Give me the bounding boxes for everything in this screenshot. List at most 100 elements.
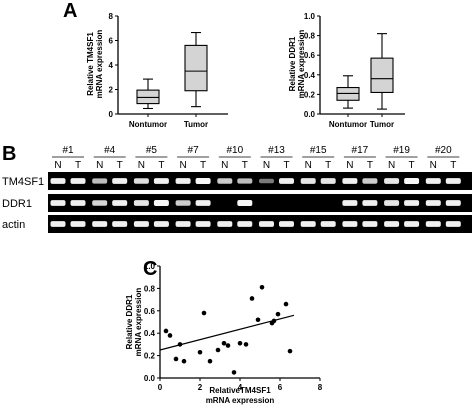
data-point <box>173 356 179 362</box>
y-tick-label: 6 <box>109 37 114 46</box>
data-point <box>207 358 213 364</box>
panel-label-b: B <box>2 143 17 165</box>
lane-label-n: N <box>430 160 437 171</box>
gel-row-label: TM4SF1 <box>2 176 44 188</box>
gel-band <box>175 178 191 184</box>
scatter-plot: 0.0 0.2 0.4 0.6 0.8 1.0 0 2 4 6 8 <box>144 262 323 392</box>
data-point <box>177 342 183 347</box>
data-point <box>271 318 277 324</box>
gel-band <box>320 221 336 227</box>
lane-label-t: T <box>450 160 456 171</box>
y-tick-label: 4 <box>109 61 114 70</box>
gel-band <box>425 178 441 184</box>
y-axis-label: Relative DDR1 mRNA expression <box>288 30 306 99</box>
box-iqr <box>370 57 394 93</box>
y-axis-label-line: mRNA expression <box>95 30 104 99</box>
data-point <box>225 343 231 348</box>
gel-band <box>300 221 316 227</box>
y-tick-label: 0.4 <box>304 71 316 80</box>
gel-row-label: DDR1 <box>2 198 32 210</box>
category-label: Nontumor <box>129 120 167 129</box>
gel-band <box>133 178 149 184</box>
gel-band <box>362 178 378 184</box>
data-point <box>181 358 187 364</box>
panel-label-c: C <box>143 258 158 280</box>
data-point <box>163 328 169 334</box>
gel-band <box>50 200 66 206</box>
x-tick-label: 0 <box>158 383 163 392</box>
y-tick-label: 0.2 <box>304 90 316 99</box>
lane-label-n: N <box>221 160 228 171</box>
lane-label-n: N <box>179 160 186 171</box>
lane-label-n: N <box>305 160 312 171</box>
gel-band <box>404 221 420 227</box>
lane-header: #19 <box>393 145 410 156</box>
x-tick-label: 6 <box>278 383 283 392</box>
x-tick-label: 2 <box>198 383 203 392</box>
gel-band <box>133 221 149 227</box>
gel-band <box>279 178 294 184</box>
y-tick-label: 2 <box>109 86 114 95</box>
lane-header: #5 <box>146 145 158 156</box>
lane-label-n: N <box>346 160 353 171</box>
gel-band <box>259 221 274 227</box>
gel-band <box>425 221 441 227</box>
y-tick-label: 0.6 <box>304 51 316 60</box>
data-point <box>283 301 289 307</box>
y-tick-label: 0 <box>109 110 114 119</box>
gel-band <box>362 221 378 227</box>
gel-band <box>237 221 253 227</box>
gel-band <box>112 200 128 206</box>
lane-header: #10 <box>226 145 243 156</box>
lane-header: #13 <box>268 145 285 156</box>
lane-label-t: T <box>242 160 248 171</box>
lane-label-t: T <box>409 160 415 171</box>
lane-label-n: N <box>138 160 145 171</box>
gel-band <box>362 200 378 206</box>
box-iqr <box>184 44 208 92</box>
y-axis-label: Relative TM4SF1 mRNA expression <box>86 30 104 99</box>
gel-band <box>112 221 128 227</box>
gel-strip <box>48 172 472 190</box>
x-tick-label: 8 <box>318 383 323 392</box>
data-point <box>167 333 173 338</box>
box-iqr <box>136 89 160 105</box>
gel-band <box>237 178 253 184</box>
y-axis-label-line: Relative DDR1 <box>125 294 134 349</box>
y-axis-label-line: mRNA expression <box>297 30 306 99</box>
panel-label-a: A <box>63 0 78 22</box>
x-tick-label: 4 <box>238 383 243 392</box>
gel-band <box>195 200 211 206</box>
boxplot-2: 0.0 0.2 0.4 0.6 0.8 1.0 Nontumor Tumor <box>304 12 405 129</box>
lane-header: #4 <box>104 145 116 156</box>
y-tick-label: 0.0 <box>144 374 156 383</box>
gel-band <box>153 221 169 227</box>
gel-row-label: actin <box>2 219 25 231</box>
lane-header: #7 <box>188 145 200 156</box>
gel-band <box>92 221 108 227</box>
gel-band <box>70 221 86 227</box>
lane-label-t: T <box>200 160 206 171</box>
gel-band <box>50 178 66 184</box>
gel-band <box>92 200 108 206</box>
gel-band <box>300 178 316 184</box>
y-tick-label: 0.8 <box>144 284 156 293</box>
category-label: Nontumor <box>329 120 367 129</box>
gel-band <box>320 178 336 184</box>
data-point <box>287 348 293 354</box>
gel-band <box>445 178 461 184</box>
y-tick-label: 1.0 <box>144 262 156 271</box>
gel-band <box>384 178 400 184</box>
lane-label-n: N <box>54 160 61 171</box>
data-point <box>237 340 243 346</box>
gel-band <box>175 200 191 206</box>
gel-band <box>153 200 169 206</box>
gel-band <box>92 178 108 184</box>
lane-header: #20 <box>435 145 452 156</box>
y-tick-label: 8 <box>109 12 114 21</box>
gel-band <box>259 178 274 184</box>
lane-label-t: T <box>158 160 164 171</box>
lane-label-t: T <box>367 160 373 171</box>
